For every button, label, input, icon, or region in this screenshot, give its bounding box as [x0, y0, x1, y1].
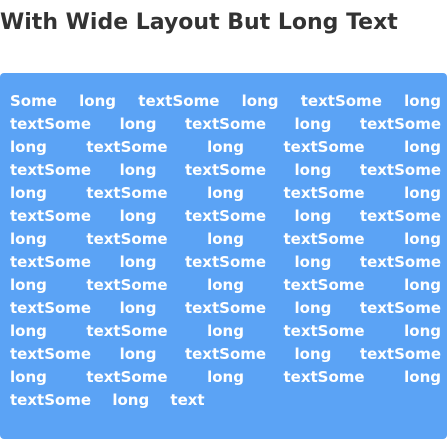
page-heading: With Wide Layout But Long Text	[0, 10, 398, 35]
long-text-content: Some long textSome long textSome long te…	[10, 92, 441, 409]
text-card: Some long textSome long textSome long te…	[0, 73, 447, 439]
